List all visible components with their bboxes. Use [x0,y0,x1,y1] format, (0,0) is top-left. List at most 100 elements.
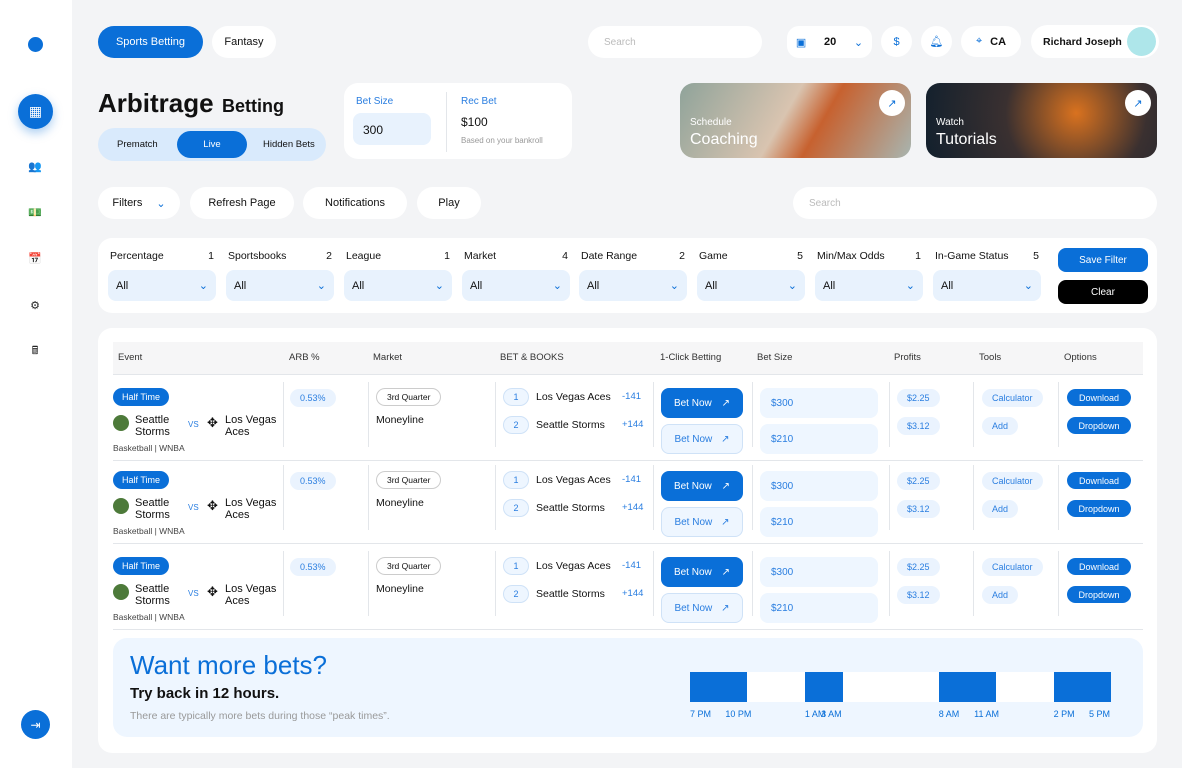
mode-hidden-bets[interactable]: Hidden Bets [263,139,315,150]
tool-add-button[interactable]: Add [982,417,1019,435]
chevron-down-icon: ⌄ [1023,280,1033,292]
logout-icon[interactable]: ⇥ [21,710,50,739]
option-download-button[interactable]: Download [1067,558,1131,575]
book-odds: +144 [622,419,644,430]
filter-select[interactable]: All ⌄ [815,270,923,301]
filter-select[interactable]: All ⌄ [226,270,334,301]
filter-label: Min/Max Odds [817,250,885,262]
bet-now-label: Bet Now [674,433,713,445]
team-home: Seattle Storms [135,583,170,607]
gear-icon[interactable]: ⚙ [30,299,40,312]
mode-live[interactable]: Live [177,131,247,158]
peak-timeline [690,672,1111,702]
filter-select[interactable]: All ⌄ [933,270,1041,301]
filter-select[interactable]: All ⌄ [462,270,570,301]
status-badge: Half Time [113,471,170,489]
tab-sports-betting[interactable]: Sports Betting [98,26,203,58]
peak-start-label: 1 AM [804,709,826,719]
tool-calculator-button[interactable]: Calculator [982,472,1043,490]
league-label: Basketball | WNBA [113,443,185,453]
book-odds: +144 [622,502,644,513]
filters-button[interactable]: Filters ⌄ [98,187,180,219]
bet-now-button[interactable]: Bet Now ↗ [661,507,743,537]
arrow-up-right-icon: ↗ [721,516,730,528]
page-subtitle: Betting [222,96,284,116]
filter-count: 2 [326,250,332,262]
filter-count: 5 [797,250,803,262]
table-header [113,342,1143,375]
team-away: Los Vegas Aces [225,583,277,607]
peak-note: There are typically more bets during tho… [130,710,390,722]
bet-size-value: $300 [760,388,878,418]
tool-calculator-button[interactable]: Calculator [982,558,1043,576]
status-badge: Half Time [113,557,170,575]
bet-now-button[interactable]: Bet Now ↗ [661,593,743,623]
table-row: Half Time Seattle Storms VS ✥ Los Vegas … [113,546,1143,630]
profit-value: $3.12 [897,586,940,604]
peak-subtitle: Try back in 12 hours. [130,685,280,702]
chevron-down-icon: ⌄ [787,280,797,292]
calendar-icon[interactable]: 📅 [28,252,42,265]
period-badge: 3rd Quarter [376,471,442,489]
clear-button[interactable]: Clear [1058,280,1148,304]
book-odds: +144 [622,588,644,599]
bet-size-card: Bet Size 300 Rec Bet $100 Based on your … [344,83,572,159]
bet-size-value: $300 [760,471,878,501]
users-icon[interactable]: 👥 [28,160,42,173]
team-away: Los Vegas Aces [225,497,277,521]
filter-select[interactable]: All ⌄ [108,270,216,301]
refresh-button[interactable]: Refresh Page [190,187,294,219]
money-icon[interactable]: 💵 [28,206,42,219]
play-button[interactable]: Play [417,187,481,219]
filter-7: In-Game Status 5 All ⌄ [933,250,1041,301]
bet-now-button[interactable]: Bet Now ↗ [661,388,743,418]
option-download-button[interactable]: Download [1067,389,1131,406]
save-filter-button[interactable]: Save Filter [1058,248,1148,272]
tool-calculator-button[interactable]: Calculator [982,389,1043,407]
coins-dropdown[interactable]: ▣ 20 ⌄ [787,26,872,58]
bet-now-button[interactable]: Bet Now ↗ [661,471,743,501]
search-input[interactable]: Search [588,26,762,58]
column-header: Bet Size [757,352,793,363]
arb-percent: 0.53% [290,472,336,490]
option-dropdown-button[interactable]: Dropdown [1067,417,1131,434]
filter-label: Market [464,250,497,262]
coaching-promo[interactable]: Schedule Coaching ↗ [680,83,911,158]
filter-label: Game [699,250,728,262]
option-download-button[interactable]: Download [1067,472,1131,489]
book-number: 2 [503,499,529,517]
filter-label: League [346,250,382,262]
bet-size-input[interactable]: 300 [353,113,431,145]
nav-dashboard-icon[interactable]: ▦ [18,94,53,129]
user-menu[interactable]: Richard Joseph [1031,25,1159,58]
filter-count: 2 [679,250,685,262]
column-header: Tools [979,352,1002,363]
bell-icon[interactable]: 🔔︎ [921,26,952,57]
filter-value: All [470,279,483,292]
table-search-input[interactable]: Search [793,187,1157,219]
team-home: Seattle Storms [135,414,170,438]
profit-value: $2.25 [897,472,940,490]
tool-add-button[interactable]: Add [982,586,1019,604]
option-dropdown-button[interactable]: Dropdown [1067,586,1131,603]
bet-now-button[interactable]: Bet Now ↗ [661,424,743,454]
notifications-button[interactable]: Notifications [303,187,407,219]
calculator-icon[interactable]: 🖩 [31,344,39,357]
profit-value: $2.25 [897,558,940,576]
filter-select[interactable]: All ⌄ [697,270,805,301]
arrow-up-right-icon[interactable]: ↗ [1125,90,1151,116]
filter-select[interactable]: All ⌄ [344,270,452,301]
tutorials-promo[interactable]: Watch Tutorials ↗ [926,83,1157,158]
tool-add-button[interactable]: Add [982,500,1019,518]
filter-select[interactable]: All ⌄ [579,270,687,301]
mode-prematch[interactable]: Prematch [117,139,158,150]
bet-now-button[interactable]: Bet Now ↗ [661,557,743,587]
arrow-up-right-icon: ↗ [721,480,731,492]
dollar-icon[interactable]: $ [881,26,912,57]
sidebar: ▦ 👥 💵 📅 ⚙ 🖩 ⇥ [0,0,72,768]
arrow-up-right-icon[interactable]: ↗ [879,90,905,116]
option-dropdown-button[interactable]: Dropdown [1067,500,1131,517]
bet-size-value: $300 [760,557,878,587]
tab-fantasy[interactable]: Fantasy [212,26,276,58]
location-selector[interactable]: ⌖ CA [961,26,1021,57]
